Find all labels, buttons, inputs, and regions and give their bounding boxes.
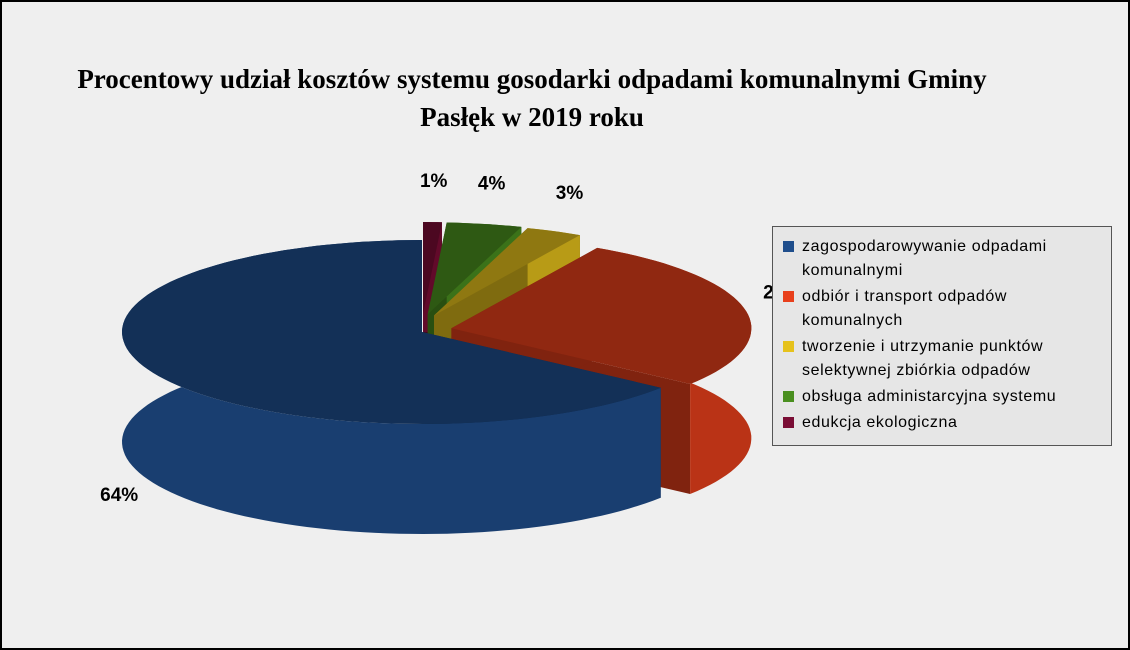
data-label: 1% — [420, 171, 448, 192]
legend-swatch — [783, 417, 794, 428]
slice — [451, 247, 752, 384]
data-label: 4% — [478, 174, 506, 195]
data-label: 3% — [556, 183, 584, 204]
legend-swatch — [783, 291, 794, 302]
legend-item: obsługa administarcyjna systemu — [783, 385, 1101, 409]
legend-item: odbiór i transport odpadów komunalnych — [783, 285, 1101, 333]
legend: zagospodarowywanie odpadami komunalnymi o… — [772, 226, 1112, 446]
slice — [423, 222, 442, 314]
legend-label: odbiór i transport odpadów komunalnych — [802, 288, 1008, 329]
legend-label: zagospodarowywanie odpadami komunalnymi — [802, 238, 1047, 279]
legend-item: zagospodarowywanie odpadami komunalnymi — [783, 235, 1101, 283]
data-label: 64% — [100, 485, 138, 506]
legend-swatch — [783, 391, 794, 402]
legend-label: tworzenie i utrzymanie punktów selektywn… — [802, 338, 1044, 379]
chart-title-box: Procentowy udział kosztów systemu gosoda… — [42, 60, 1022, 136]
legend-swatch — [783, 241, 794, 252]
legend-item: edukcja ekologiczna — [783, 411, 1101, 435]
slice — [434, 228, 580, 316]
legend-label: edukcja ekologiczna — [802, 414, 958, 431]
legend-label: obsługa administarcyjna systemu — [802, 388, 1057, 405]
slice — [122, 240, 661, 424]
legend-swatch — [783, 341, 794, 352]
chart-title: Procentowy udział kosztów systemu gosoda… — [77, 64, 987, 132]
slice — [427, 222, 522, 315]
legend-item: tworzenie i utrzymanie punktów selektywn… — [783, 335, 1101, 383]
